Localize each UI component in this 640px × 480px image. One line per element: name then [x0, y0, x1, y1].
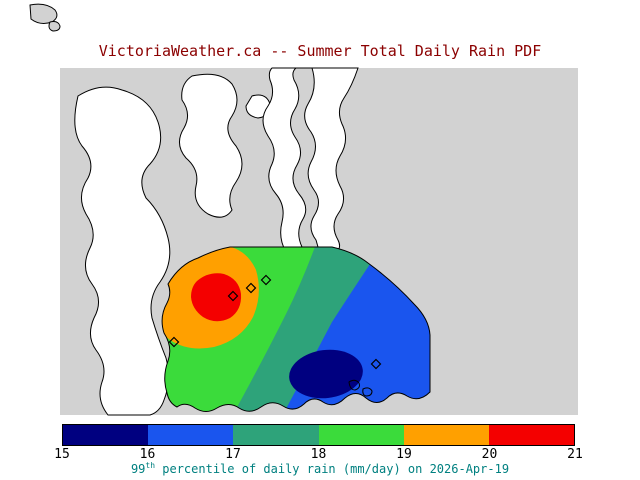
colorbar-tick-label: 19 [396, 447, 412, 462]
colorbar-tick-label: 18 [310, 447, 327, 462]
colorbar-caption: 99th percentile of daily rain (mm/day) o… [0, 461, 640, 476]
colorbar-tick-label: 15 [54, 447, 70, 462]
colorbar-tick-label: 20 [481, 447, 498, 462]
colorbar-segments [63, 425, 575, 445]
caption-text: percentile of daily rain (mm/day) on 202… [155, 462, 510, 476]
colorbar-segment [63, 425, 149, 445]
colorbar-ticks: 15 16 17 18 19 20 21 [54, 447, 583, 462]
station-marker-icon [370, 358, 382, 370]
colorbar-segment [318, 425, 404, 445]
corner-ocean-fragment [29, 3, 58, 24]
colorbar [62, 424, 575, 446]
colorbar-tick-label: 16 [139, 447, 156, 462]
contour-red-maximum [191, 273, 242, 322]
colorbar-segment [148, 425, 234, 445]
contour-navy-minimum [289, 349, 363, 399]
rain-region-coastline [161, 246, 431, 412]
station-marker-icon [168, 336, 180, 348]
island-north [179, 73, 243, 218]
station-marker-icon [245, 282, 257, 294]
islet-outline [348, 379, 360, 391]
page-title: VictoriaWeather.ca -- Summer Total Daily… [98, 42, 542, 60]
colorbar-segment [488, 425, 575, 445]
landmass-west [74, 86, 171, 416]
inlet-channel [290, 67, 319, 248]
colorbar-tick-label: 17 [225, 447, 241, 462]
corner-ocean-fragment [48, 21, 61, 32]
station-marker-icon [227, 290, 239, 302]
islet-outline [362, 387, 373, 397]
colorbar-segment [233, 425, 319, 445]
caption-ordinal: th [145, 461, 156, 470]
colorbar-segment [403, 425, 489, 445]
station-marker-icon [260, 274, 272, 286]
caption-number: 99 [130, 462, 146, 476]
colorbar-tick-label: 21 [567, 447, 583, 462]
